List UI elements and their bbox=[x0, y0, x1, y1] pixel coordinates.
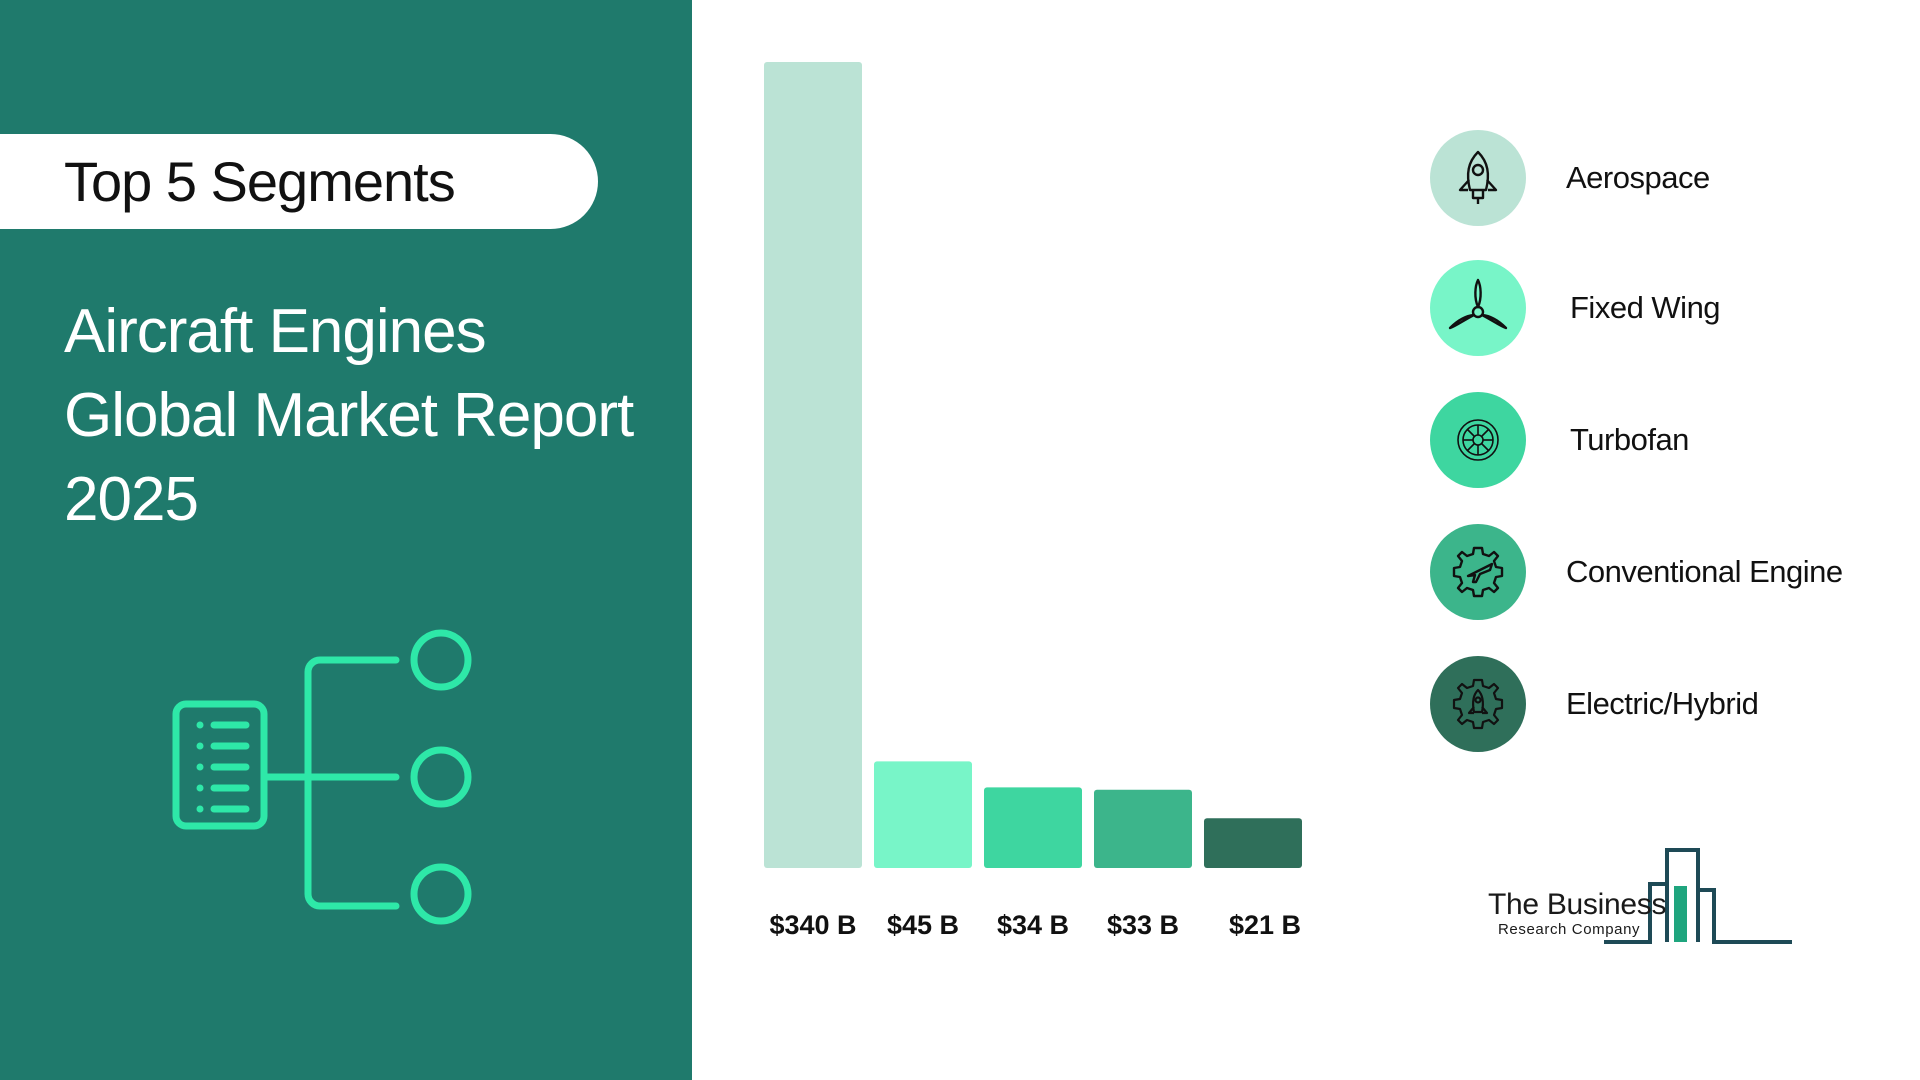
company-logo: The Business Research Company bbox=[1484, 848, 1794, 948]
legend-label-electric-hybrid: Electric/Hybrid bbox=[1566, 686, 1759, 721]
legend-item-turbofan: Turbofan bbox=[1430, 392, 1910, 488]
report-title-line-3: 2025 bbox=[64, 465, 199, 534]
segments-pill: Top 5 Segments bbox=[0, 134, 598, 229]
rocket-icon bbox=[1458, 150, 1498, 204]
building-bars-icon bbox=[1604, 848, 1792, 944]
legend-swatch-fixed-wing bbox=[1430, 260, 1526, 356]
segments-heading: Top 5 Segments bbox=[64, 150, 456, 213]
legend-item-electric-hybrid: Electric/Hybrid bbox=[1430, 656, 1910, 752]
propeller-icon bbox=[1448, 278, 1508, 330]
legend-swatch-aerospace bbox=[1430, 130, 1526, 226]
segments-tree-icon bbox=[172, 629, 472, 925]
legend-item-aerospace: Aerospace bbox=[1430, 130, 1910, 226]
logo-subtitle: Research Company bbox=[1498, 921, 1641, 938]
bar-value-label: $45 B bbox=[887, 910, 959, 940]
bar-aerospace bbox=[764, 62, 862, 868]
left-panel: Top 5 Segments Aircraft Engines Global M… bbox=[0, 0, 692, 1080]
bar-value-label: $340 B bbox=[769, 910, 856, 940]
legend-item-fixed-wing: Fixed Wing bbox=[1430, 260, 1910, 356]
segments-bar-chart: $340 B $45 B $34 B $33 B $21 B bbox=[764, 62, 1302, 940]
legend-label-conventional-engine: Conventional Engine bbox=[1566, 554, 1843, 589]
legend-label-aerospace: Aerospace bbox=[1566, 160, 1710, 195]
legend-label-turbofan: Turbofan bbox=[1570, 422, 1689, 457]
bar-conventional-engine bbox=[1094, 789, 1192, 868]
turbofan-icon bbox=[1457, 419, 1499, 461]
logo-name: The Business bbox=[1488, 888, 1667, 921]
bar-value-label: $33 B bbox=[1107, 910, 1179, 940]
bar-turbofan bbox=[984, 787, 1082, 868]
bar-fixed-wing bbox=[874, 761, 972, 868]
bar-electric-hybrid bbox=[1204, 818, 1302, 868]
legend-swatch-conventional-engine bbox=[1430, 524, 1526, 620]
legend-swatch-electric-hybrid bbox=[1430, 656, 1526, 752]
legend-label-fixed-wing: Fixed Wing bbox=[1570, 290, 1721, 325]
gear-plane-icon bbox=[1452, 546, 1504, 598]
bar-value-label: $21 B bbox=[1229, 910, 1301, 940]
legend-swatch-turbofan bbox=[1430, 392, 1526, 488]
bar-value-label: $34 B bbox=[997, 910, 1069, 940]
report-title: Aircraft Engines Global Market Report 20… bbox=[64, 290, 684, 542]
report-title-line-1: Aircraft Engines bbox=[64, 297, 487, 366]
report-title-line-2: Global Market Report bbox=[64, 381, 634, 450]
legend-item-conventional-engine: Conventional Engine bbox=[1430, 524, 1910, 620]
gear-rocket-icon bbox=[1452, 678, 1504, 730]
